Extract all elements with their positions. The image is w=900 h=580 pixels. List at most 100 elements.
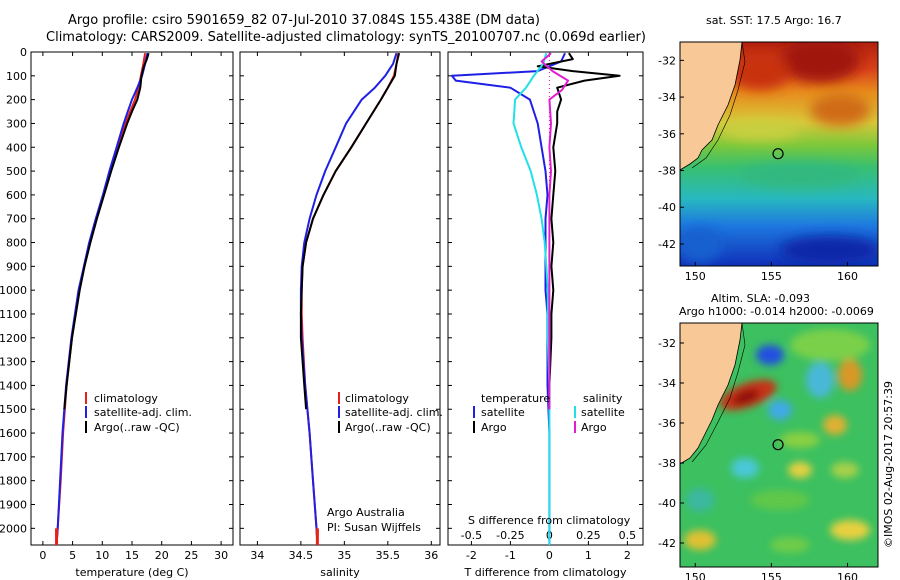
- salinity-panel: 34 34.5 35 35.5 36 salinity: [239, 51, 441, 579]
- sla-map: Altim. SLA: -0.093 Argo h1000: -0.014 h2…: [658, 292, 879, 580]
- y-tick-label: 400: [6, 141, 27, 154]
- x-tick-label: 5: [69, 549, 76, 562]
- x-tick-label-s: -0.5: [461, 529, 482, 542]
- x-axis-label: salinity: [320, 566, 360, 579]
- figure-title-line1: Argo profile: csiro 5901659_82 07-Jul-20…: [68, 13, 540, 28]
- y-tick-label: 700: [6, 213, 27, 226]
- x-tick-label: 36: [424, 549, 438, 562]
- s-difference-axis-label: S difference from climatology: [468, 514, 631, 527]
- y-tick-label: 2000: [0, 522, 27, 535]
- x-tick-label: -1: [505, 549, 516, 562]
- legend-label-argo: Argo(..raw -QC): [345, 421, 431, 434]
- y-tick-label: 1300: [0, 356, 27, 369]
- annotation-argo-australia: Argo Australia: [327, 506, 405, 519]
- argo-location-marker: [772, 439, 784, 451]
- map-x-tick-label: 150: [685, 270, 706, 283]
- x-tick-label: -2: [466, 549, 477, 562]
- x-axis-label: T difference from climatology: [464, 566, 627, 579]
- map-x-tick-label: 155: [761, 270, 782, 283]
- y-tick-label: 100: [6, 70, 27, 83]
- salinity-legend: climatology satellite-adj. clim. Argo(..…: [327, 392, 443, 534]
- panel-frame: [447, 51, 644, 546]
- series-line-salinity-argo: [540, 52, 570, 410]
- series-line-satellite-adj-clim: [55, 52, 149, 546]
- x-tick-label-s: -0.25: [496, 529, 524, 542]
- series-line-climatology: [55, 53, 147, 546]
- argo-location-marker: [772, 148, 784, 160]
- legend-label-climatology: climatology: [94, 392, 158, 405]
- land-australia: [680, 323, 743, 465]
- map-x-tick-label: 160: [837, 270, 858, 283]
- legend-label-argo: Argo(..raw -QC): [94, 421, 180, 434]
- map-y-tick-label: -34: [658, 91, 676, 104]
- series-line-satellite-adj-clim: [299, 52, 398, 546]
- x-tick-label: 10: [95, 549, 109, 562]
- series-line-argo-raw-qc: [299, 52, 401, 410]
- series-line-temperature-argo: [536, 52, 621, 410]
- y-tick-label: 200: [6, 94, 27, 107]
- y-tick-label: 1900: [0, 499, 27, 512]
- legend-label-t-argo: Argo: [481, 421, 507, 434]
- y-tick-label: 1000: [0, 284, 27, 297]
- y-tick-label: 500: [6, 165, 27, 178]
- map-y-tick-label: -42: [658, 537, 676, 550]
- x-tick-label: 0: [39, 549, 46, 562]
- y-tick-label: 0: [20, 46, 27, 59]
- y-tick-label: 1700: [0, 451, 27, 464]
- sla-map-frame: [679, 322, 879, 568]
- map-y-tick-label: -32: [658, 54, 676, 67]
- legend-label-satellite: satellite-adj. clim.: [94, 406, 192, 419]
- x-tick-label: 2: [624, 549, 631, 562]
- map-y-tick-label: -36: [658, 417, 676, 430]
- y-tick-label: 1800: [0, 475, 27, 488]
- x-tick-label-s: 0.5: [619, 529, 637, 542]
- sla-map-title-line1: Altim. SLA: -0.093: [711, 292, 810, 305]
- y-tick-label: 900: [6, 260, 27, 273]
- figure-title-line2: Climatology: CARS2009. Satellite-adjuste…: [46, 30, 646, 45]
- temperature-panel: 0100200300400500600700800900100011001200…: [0, 46, 234, 579]
- x-tick-label: 1: [585, 549, 592, 562]
- y-tick-label: 1400: [0, 379, 27, 392]
- series-line-climatology: [300, 53, 400, 546]
- y-tick-label: 800: [6, 237, 27, 250]
- credit-text: ©IMOS 02-Aug-2017 20:57:39: [882, 381, 895, 548]
- sla-map-title-line2: Argo h1000: -0.014 h2000: -0.0069: [679, 305, 874, 318]
- x-tick-label: 35: [337, 549, 351, 562]
- x-tick-label: 30: [214, 549, 228, 562]
- x-tick-label: 34.5: [289, 549, 314, 562]
- map-y-tick-label: -32: [658, 337, 676, 350]
- annotation-pi: PI: Susan Wijffels: [327, 521, 421, 534]
- y-tick-label: 1600: [0, 427, 27, 440]
- legend-label-climatology: climatology: [345, 392, 409, 405]
- x-tick-label: 25: [184, 549, 198, 562]
- x-tick-label: 34: [250, 549, 264, 562]
- x-tick-label: 35.5: [376, 549, 401, 562]
- x-tick-label: 20: [155, 549, 169, 562]
- temperature-legend: climatology satellite-adj. clim. Argo(..…: [85, 392, 192, 434]
- map-x-tick-label: 155: [761, 571, 782, 580]
- sst-map: sat. SST: 17.5 Argo: 16.7 150 155 160 -32 -…: [658, 14, 879, 283]
- map-y-tick-label: -40: [658, 201, 676, 214]
- panel-frame: [239, 51, 441, 546]
- difference-panel: -2 -1 0 1 2-0.5 -0.25 0 0.25 0.5T difference fro…: [447, 51, 644, 579]
- legend-header-temperature: temperature: [481, 392, 550, 405]
- sst-map-frame: [679, 41, 879, 267]
- legend-label-s-satellite: satellite: [581, 406, 625, 419]
- legend-label-s-argo: Argo: [581, 421, 607, 434]
- y-tick-label: 600: [6, 189, 27, 202]
- map-y-tick-label: -38: [658, 457, 676, 470]
- series-line-argo-raw-qc: [63, 52, 150, 410]
- sst-map-title: sat. SST: 17.5 Argo: 16.7: [706, 14, 842, 27]
- y-tick-label: 300: [6, 117, 27, 130]
- legend-header-salinity: salinity: [583, 392, 623, 405]
- y-tick-label: 1100: [0, 308, 27, 321]
- map-y-tick-label: -40: [658, 497, 676, 510]
- difference-legend: temperature salinity satellite Argo sate…: [468, 392, 631, 527]
- map-x-tick-label: 150: [685, 571, 706, 580]
- land-australia: [680, 42, 743, 171]
- series-line-salinity-satellite: [512, 52, 551, 545]
- x-axis-label: temperature (deg C): [75, 566, 188, 579]
- legend-label-satellite: satellite-adj. clim.: [345, 406, 443, 419]
- series-line-temperature-satellite: [450, 52, 566, 545]
